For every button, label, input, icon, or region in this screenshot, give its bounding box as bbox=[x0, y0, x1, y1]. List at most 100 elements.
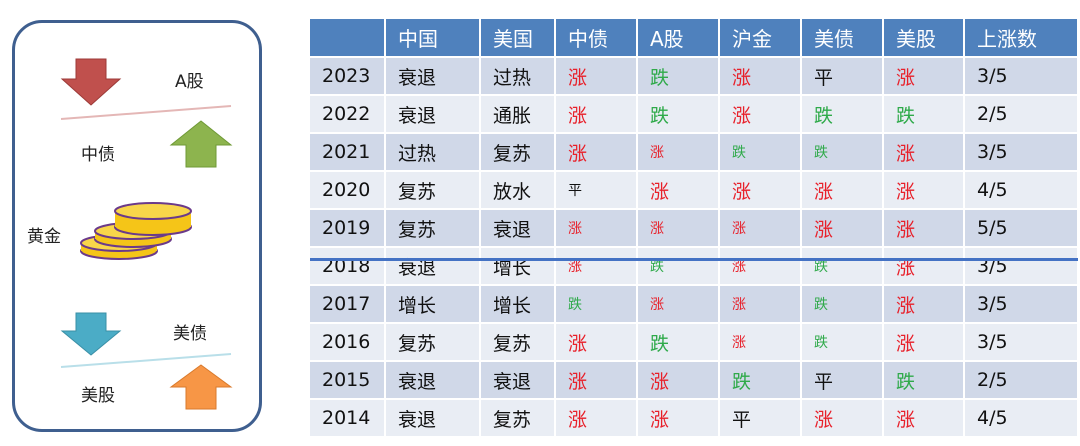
change-cell: 涨 bbox=[637, 209, 720, 248]
regime-cell: 复苏 bbox=[385, 209, 481, 248]
down-arrow-icon bbox=[60, 312, 122, 356]
us-stock-label: 美股 bbox=[81, 386, 115, 406]
table-row: 2018 衰退 增长涨跌涨跌涨 3/5 bbox=[310, 247, 1079, 286]
down-arrow-icon bbox=[60, 58, 122, 106]
header-cell: 上涨数 bbox=[964, 19, 1079, 58]
change-cell: 涨 bbox=[555, 209, 638, 248]
regime-cell: 通胀 bbox=[480, 95, 556, 134]
change-cell: 跌 bbox=[801, 323, 884, 362]
change-cell: 涨 bbox=[719, 95, 802, 134]
regime-cell: 过热 bbox=[385, 133, 481, 172]
table-row: 2021 过热 复苏涨涨跌跌涨 3/5 bbox=[310, 133, 1079, 172]
header-cell bbox=[310, 19, 386, 58]
regime-cell: 衰退 bbox=[480, 209, 556, 248]
up-count-cell: 3/5 bbox=[964, 57, 1079, 96]
header-cell: 美国 bbox=[480, 19, 556, 58]
table-header-row: 中国 美国 中债 A股 沪金 美债 美股 上涨数 bbox=[310, 19, 1079, 58]
table-row: 2023 衰退 过热涨跌涨平涨 3/5 bbox=[310, 57, 1079, 96]
year-cell: 2022 bbox=[310, 95, 386, 134]
change-cell: 涨 bbox=[801, 209, 884, 248]
regime-cell: 衰退 bbox=[385, 57, 481, 96]
up-count-cell: 4/5 bbox=[964, 399, 1079, 438]
change-cell: 涨 bbox=[719, 209, 802, 248]
regime-cell: 衰退 bbox=[385, 361, 481, 400]
change-cell: 涨 bbox=[555, 323, 638, 362]
table-row: 2014 衰退 复苏涨涨平涨涨 4/5 bbox=[310, 399, 1079, 438]
change-cell: 涨 bbox=[555, 247, 638, 286]
change-cell: 涨 bbox=[719, 247, 802, 286]
change-cell: 跌 bbox=[801, 247, 884, 286]
change-cell: 平 bbox=[719, 399, 802, 438]
change-cell: 涨 bbox=[637, 399, 720, 438]
change-cell: 涨 bbox=[883, 247, 965, 286]
change-cell: 平 bbox=[555, 171, 638, 210]
change-cell: 涨 bbox=[555, 361, 638, 400]
change-cell: 涨 bbox=[637, 361, 720, 400]
change-cell: 涨 bbox=[801, 171, 884, 210]
up-count-cell: 2/5 bbox=[964, 95, 1079, 134]
change-cell: 涨 bbox=[555, 95, 638, 134]
change-cell: 跌 bbox=[719, 361, 802, 400]
change-cell: 跌 bbox=[637, 95, 720, 134]
change-cell: 涨 bbox=[637, 285, 720, 324]
change-cell: 涨 bbox=[883, 285, 965, 324]
year-cell: 2015 bbox=[310, 361, 386, 400]
year-cell: 2017 bbox=[310, 285, 386, 324]
regime-cell: 复苏 bbox=[385, 323, 481, 362]
divider-line bbox=[60, 353, 232, 368]
year-cell: 2014 bbox=[310, 399, 386, 438]
up-count-cell: 3/5 bbox=[964, 247, 1079, 286]
change-cell: 跌 bbox=[801, 133, 884, 172]
regime-cell: 衰退 bbox=[385, 399, 481, 438]
regime-cell: 复苏 bbox=[480, 133, 556, 172]
change-cell: 涨 bbox=[719, 323, 802, 362]
header-cell: 美股 bbox=[883, 19, 965, 58]
table-row: 2016 复苏 复苏涨跌涨跌涨 3/5 bbox=[310, 323, 1079, 362]
header-cell: 中国 bbox=[385, 19, 481, 58]
gold-coins-icon bbox=[80, 202, 192, 260]
change-cell: 跌 bbox=[555, 285, 638, 324]
change-cell: 涨 bbox=[883, 399, 965, 438]
regime-cell: 复苏 bbox=[480, 399, 556, 438]
gold-label: 黄金 bbox=[27, 227, 61, 247]
change-cell: 涨 bbox=[719, 57, 802, 96]
up-count-cell: 3/5 bbox=[964, 285, 1079, 324]
regime-cell: 增长 bbox=[480, 247, 556, 286]
change-cell: 涨 bbox=[719, 285, 802, 324]
header-cell: 中债 bbox=[555, 19, 638, 58]
change-cell: 涨 bbox=[637, 171, 720, 210]
regime-cell: 复苏 bbox=[480, 323, 556, 362]
up-count-cell: 4/5 bbox=[964, 171, 1079, 210]
change-cell: 涨 bbox=[555, 399, 638, 438]
change-cell: 平 bbox=[801, 57, 884, 96]
up-count-cell: 3/5 bbox=[964, 323, 1079, 362]
change-cell: 跌 bbox=[637, 323, 720, 362]
change-cell: 跌 bbox=[719, 133, 802, 172]
change-cell: 涨 bbox=[637, 133, 720, 172]
year-cell: 2016 bbox=[310, 323, 386, 362]
regime-cell: 复苏 bbox=[385, 171, 481, 210]
change-cell: 涨 bbox=[719, 171, 802, 210]
up-count-cell: 5/5 bbox=[964, 209, 1079, 248]
change-cell: 涨 bbox=[883, 171, 965, 210]
year-cell: 2019 bbox=[310, 209, 386, 248]
year-cell: 2023 bbox=[310, 57, 386, 96]
up-arrow-icon bbox=[169, 364, 233, 410]
separator-line bbox=[310, 258, 1078, 261]
up-count-cell: 2/5 bbox=[964, 361, 1079, 400]
year-cell: 2018 bbox=[310, 247, 386, 286]
regime-cell: 衰退 bbox=[385, 247, 481, 286]
regime-cell: 衰退 bbox=[480, 361, 556, 400]
change-cell: 涨 bbox=[883, 209, 965, 248]
cn-bond-label: 中债 bbox=[81, 145, 115, 165]
change-cell: 涨 bbox=[883, 133, 965, 172]
change-cell: 跌 bbox=[883, 361, 965, 400]
change-cell: 跌 bbox=[801, 95, 884, 134]
change-cell: 涨 bbox=[801, 399, 884, 438]
year-cell: 2020 bbox=[310, 171, 386, 210]
table-row: 2017 增长 增长跌涨涨跌涨 3/5 bbox=[310, 285, 1079, 324]
table-row: 2022 衰退 通胀涨跌涨跌跌 2/5 bbox=[310, 95, 1079, 134]
table-row: 2020 复苏 放水平涨涨涨涨 4/5 bbox=[310, 171, 1079, 210]
regime-cell: 增长 bbox=[480, 285, 556, 324]
table-row: 2019 复苏 衰退涨涨涨涨涨 5/5 bbox=[310, 209, 1079, 248]
